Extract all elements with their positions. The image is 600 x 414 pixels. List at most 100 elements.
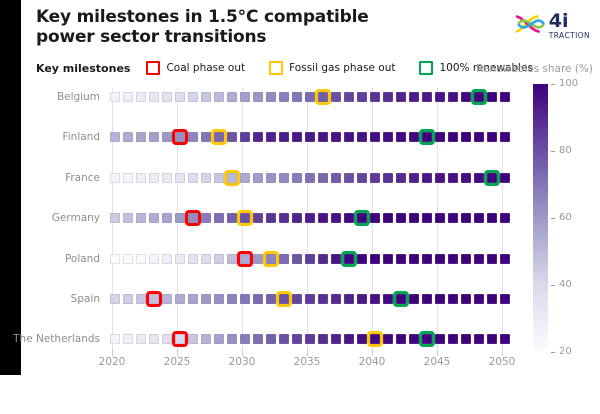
legend-item-gas: Fossil gas phase out <box>269 61 395 75</box>
x-axis-label: 2035 <box>293 356 321 368</box>
milestone-gas-cell <box>211 129 227 146</box>
year-cell <box>448 334 458 345</box>
year-cell <box>175 92 185 102</box>
year-cell <box>383 334 393 345</box>
legend-item-renewables: 100% renewables <box>419 61 533 75</box>
legend-item-label: Coal phase out <box>166 62 246 74</box>
year-cell <box>253 253 263 264</box>
year-cell <box>188 294 198 304</box>
year-cell <box>149 132 159 143</box>
country-label: Germany <box>51 212 100 225</box>
year-cell <box>305 213 315 224</box>
year-cell <box>370 132 380 143</box>
year-cell <box>305 92 315 102</box>
year-cell <box>227 92 237 102</box>
year-cell <box>253 92 263 102</box>
year-cell <box>292 253 302 264</box>
year-cell <box>279 334 289 345</box>
year-cell <box>318 213 328 224</box>
legend-item-label: 100% renewables <box>439 62 534 74</box>
year-cell <box>292 132 302 143</box>
year-cell <box>123 334 133 345</box>
year-cell <box>500 334 510 345</box>
x-axis-label: 2045 <box>423 356 451 368</box>
year-cell <box>266 172 276 183</box>
country-label: Spain <box>70 293 100 305</box>
year-cell <box>422 294 432 304</box>
year-cell <box>292 92 302 102</box>
gas-phase-out-swatch-icon <box>269 61 284 75</box>
year-cell <box>448 92 458 102</box>
year-cell <box>253 172 263 183</box>
year-cell <box>500 294 510 304</box>
year-cell <box>227 213 237 224</box>
year-cell <box>123 132 133 143</box>
colorbar-tick <box>551 218 555 219</box>
x-axis-label: 2040 <box>358 356 386 368</box>
colorbar-tick <box>551 285 555 286</box>
year-cell <box>110 334 120 345</box>
year-cell <box>279 253 289 264</box>
year-cell <box>396 132 406 143</box>
colorbar-tick-label: 20 <box>559 345 572 357</box>
year-cell <box>253 334 263 345</box>
milestone-gas-cell <box>237 210 253 227</box>
country-label: France <box>65 171 100 184</box>
year-cell <box>188 253 198 264</box>
milestones-legend: Key milestones Coal phase out Fossil gas… <box>36 61 557 75</box>
year-cell <box>123 92 133 102</box>
year-cell <box>487 253 497 264</box>
year-cell <box>370 294 380 304</box>
year-cell <box>422 92 432 102</box>
x-axis-label: 2050 <box>488 356 516 368</box>
year-cell <box>383 294 393 304</box>
year-cell <box>448 172 458 183</box>
year-cell <box>162 253 172 264</box>
year-cell <box>201 253 211 264</box>
year-cell <box>448 213 458 224</box>
year-cell <box>370 172 380 183</box>
year-cell <box>149 213 159 224</box>
year-cell <box>162 172 172 183</box>
year-cell <box>461 213 471 224</box>
year-cell <box>136 253 146 264</box>
year-cell <box>357 172 367 183</box>
year-cell <box>344 334 354 345</box>
year-cell <box>396 253 406 264</box>
year-cell <box>409 334 419 345</box>
year-cell <box>240 132 250 143</box>
year-cell <box>474 132 484 143</box>
year-cell <box>487 294 497 304</box>
year-cell <box>201 132 211 143</box>
colorbar-tick-label: 80 <box>559 144 572 156</box>
year-cell <box>331 213 341 224</box>
year-cell <box>448 294 458 304</box>
year-cell <box>240 92 250 102</box>
year-cell <box>162 334 172 345</box>
year-cell <box>201 294 211 304</box>
year-cell <box>149 92 159 102</box>
year-cell <box>435 334 445 345</box>
year-cell <box>383 253 393 264</box>
axis-tick <box>242 350 243 356</box>
year-cell <box>500 172 510 183</box>
logo-traction-text: TRACTION <box>548 31 590 40</box>
year-cell <box>487 213 497 224</box>
year-cell <box>136 172 146 183</box>
colorbar-tick <box>551 352 555 353</box>
year-cell <box>227 294 237 304</box>
axis-tick <box>372 350 373 356</box>
milestone-gas-cell <box>263 250 279 267</box>
year-cell <box>461 132 471 143</box>
year-cell <box>396 172 406 183</box>
axis-tick <box>502 350 503 356</box>
year-cell <box>214 213 224 224</box>
colorbar-tick-label: 40 <box>559 278 572 290</box>
colorbar-title: Renewables share (%) <box>476 63 593 75</box>
year-cell <box>370 213 380 224</box>
legend-title: Key milestones <box>36 61 131 75</box>
year-cell <box>305 172 315 183</box>
milestone-gas-cell <box>224 169 240 186</box>
year-cell <box>175 294 185 304</box>
year-cell <box>136 213 146 224</box>
